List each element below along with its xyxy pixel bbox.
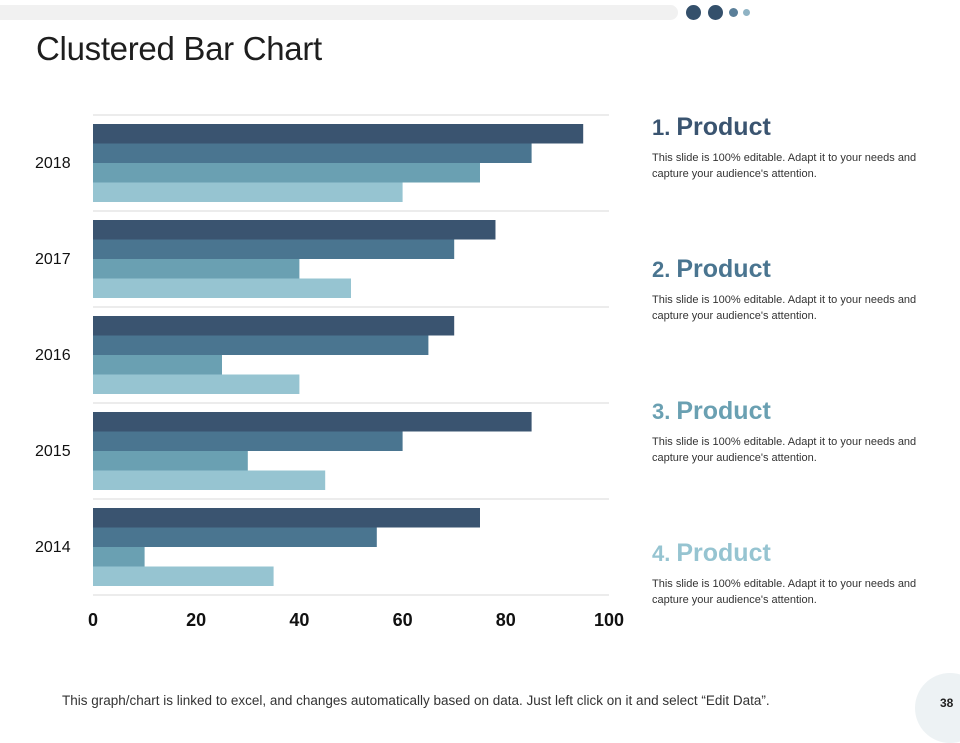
bar-2016-series-4[interactable] xyxy=(93,374,300,395)
bar-2015-series-1[interactable] xyxy=(93,412,532,432)
bar-2016-series-2[interactable] xyxy=(93,335,429,356)
bar-2017-series-1[interactable] xyxy=(93,220,496,240)
legend-label: Product xyxy=(676,539,771,567)
x-tick-label: 40 xyxy=(289,610,309,630)
bar-2018-series-1[interactable] xyxy=(93,124,584,144)
x-tick-label: 60 xyxy=(393,610,413,630)
legend-number: 3. xyxy=(652,399,671,424)
bar-2014-series-3[interactable] xyxy=(93,547,145,567)
clustered-bar-chart[interactable]: 2018 2017 2016 2015 2014 0 20 40 60 80 100 xyxy=(0,0,640,640)
bar-2017-series-2[interactable] xyxy=(93,239,455,260)
bar-2018-series-3[interactable] xyxy=(93,163,480,183)
category-label: 2017 xyxy=(35,251,71,268)
x-tick-label: 80 xyxy=(496,610,516,630)
bar-2014-series-2[interactable] xyxy=(93,527,377,548)
category-label: 2018 xyxy=(35,155,71,172)
legend-item-1: 1. Product This slide is 100% editable. Ad… xyxy=(652,112,942,182)
bar-2018-series-2[interactable] xyxy=(93,143,532,164)
bar-2014-series-1[interactable] xyxy=(93,508,480,528)
bar-2017-series-3[interactable] xyxy=(93,259,300,279)
legend-item-4: 4. Product This slide is 100% editable. Ad… xyxy=(652,538,942,608)
legend-number: 1. xyxy=(652,115,671,140)
legend-title: 3. Product xyxy=(652,396,942,427)
dot-3 xyxy=(729,8,738,17)
bar-2014-series-4[interactable] xyxy=(93,566,274,587)
x-tick-label: 0 xyxy=(88,610,98,630)
header-bar xyxy=(0,5,678,20)
category-label: 2016 xyxy=(35,347,71,364)
bar-2015-series-4[interactable] xyxy=(93,470,326,491)
legend-title: 1. Product xyxy=(652,112,942,143)
bar-2015-series-3[interactable] xyxy=(93,451,248,471)
legend-label: Product xyxy=(676,255,771,283)
bar-2016-series-1[interactable] xyxy=(93,316,455,336)
legend-number: 4. xyxy=(652,541,671,566)
bar-2017-series-4[interactable] xyxy=(93,278,351,299)
x-tick-label: 100 xyxy=(594,610,624,630)
dot-2 xyxy=(708,5,723,20)
slide-title: Clustered Bar Chart xyxy=(36,30,322,67)
category-label: 2015 xyxy=(35,443,71,460)
bar-2018-series-4[interactable] xyxy=(93,182,403,203)
x-tick-label: 20 xyxy=(186,610,206,630)
legend-title: 2. Product xyxy=(652,254,942,285)
legend-label: Product xyxy=(676,397,771,425)
dot-1 xyxy=(686,5,701,20)
legend-title: 4. Product xyxy=(652,538,942,569)
legend-description: This slide is 100% editable. Adapt it to… xyxy=(652,294,917,322)
legend-number: 2. xyxy=(652,257,671,282)
legend-description: This slide is 100% editable. Adapt it to… xyxy=(652,152,917,180)
footnote: This graph/chart is linked to excel, and… xyxy=(62,693,770,708)
dot-4 xyxy=(743,9,750,16)
bar-2016-series-3[interactable] xyxy=(93,355,222,375)
legend-description: This slide is 100% editable. Adapt it to… xyxy=(652,436,917,464)
page-number: 38 xyxy=(940,696,954,710)
legend-description: This slide is 100% editable. Adapt it to… xyxy=(652,578,917,606)
bar-2015-series-2[interactable] xyxy=(93,431,403,452)
legend-item-2: 2. Product This slide is 100% editable. Ad… xyxy=(652,254,942,324)
category-label: 2014 xyxy=(35,539,71,556)
legend-item-3: 3. Product This slide is 100% editable. Ad… xyxy=(652,396,942,466)
legend-label: Product xyxy=(676,113,771,141)
